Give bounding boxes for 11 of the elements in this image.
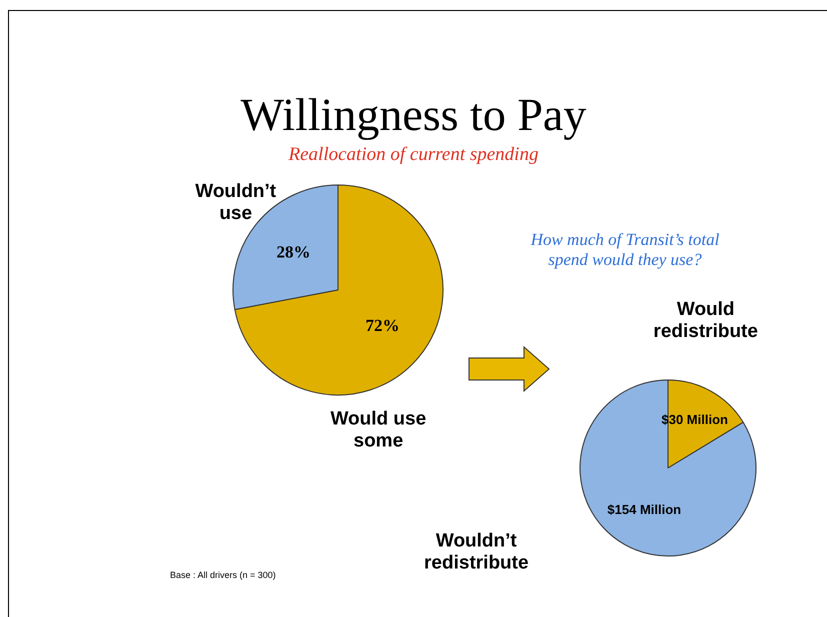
data-label: $154 Million [607,502,682,517]
data-label: 72% [365,316,400,336]
data-label: 28% [276,242,311,262]
text: Base : All drivers (n = 300) [170,570,276,580]
slice-label: Would redistribute [653,299,758,342]
slice-label: Would use some [330,408,426,452]
slice-label: Wouldn’t use [195,181,277,224]
chart-title: Willingness to Pay [240,88,588,141]
text: How much of Transit’s total spend would they use? [530,230,720,270]
chart-subtitle: Reallocation of current spending [288,144,540,166]
slice-label: Wouldn’t redistribute [424,530,529,574]
